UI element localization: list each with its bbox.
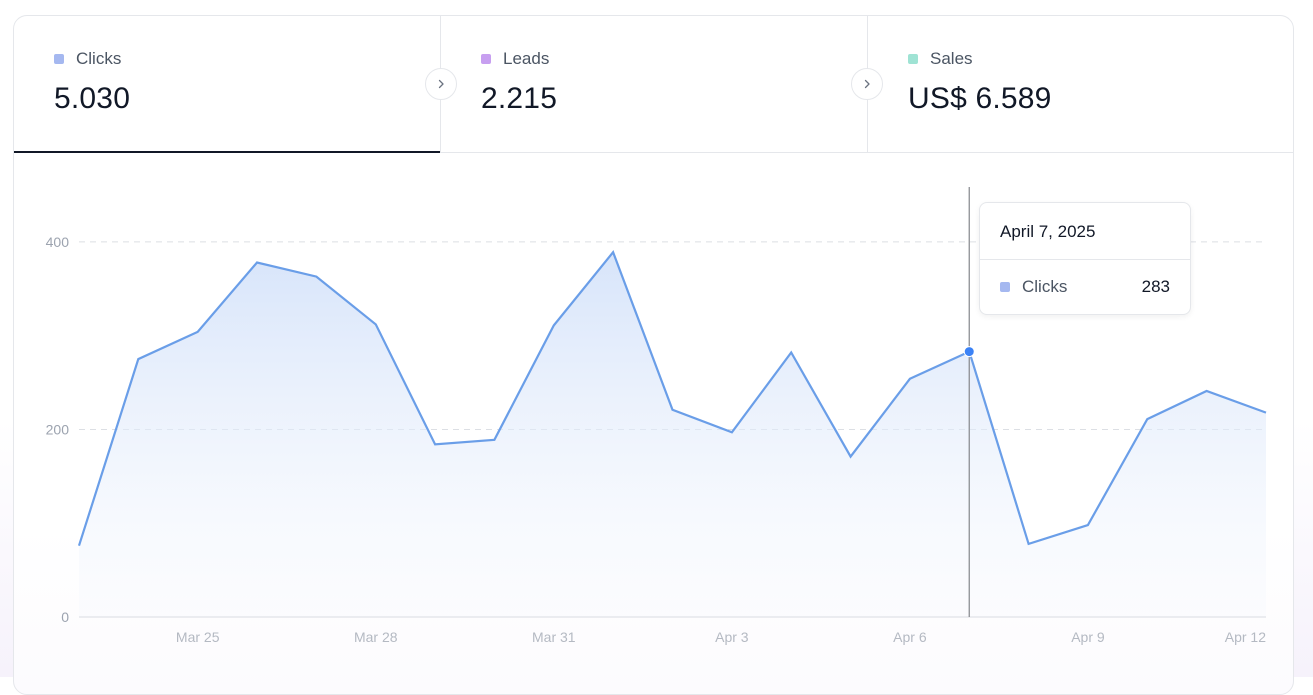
tab-clicks-value: 5.030: [54, 82, 131, 115]
tab-clicks[interactable]: Clicks 5.030: [14, 16, 441, 153]
metric-tabs: Clicks 5.030 Leads 2.215 Sales US$ 6.589: [14, 16, 1293, 153]
chevron-right-icon: [438, 79, 444, 89]
clicks-area-chart: 0 200 400 Mar 25 Mar 28 Mar 31 Apr 3 Apr 6 Apr 9…: [46, 187, 1267, 645]
tooltip-value: 283: [1141, 277, 1170, 296]
x-tick-label: Mar 28: [354, 629, 398, 645]
x-tick-label: Mar 25: [176, 629, 220, 645]
x-tick-label: Mar 31: [532, 629, 576, 645]
x-tick-label: Apr 9: [1071, 629, 1105, 645]
tab-sales-value: US$ 6.589: [908, 82, 1052, 115]
next-metric-button-1[interactable]: [425, 68, 457, 100]
tab-leads-label: Leads: [503, 49, 550, 68]
tab-leads-value: 2.215: [481, 82, 558, 115]
chart-tooltip: April 7, 2025 Clicks 283: [979, 202, 1191, 315]
clicks-swatch: [54, 54, 64, 64]
tooltip-date: April 7, 2025: [1000, 222, 1096, 241]
next-metric-button-2[interactable]: [851, 68, 883, 100]
leads-swatch: [481, 54, 491, 64]
sales-swatch: [908, 54, 918, 64]
x-tick-label: Apr 6: [893, 629, 927, 645]
hover-point: [963, 346, 975, 358]
tab-clicks-label: Clicks: [76, 49, 122, 68]
tab-leads[interactable]: Leads 2.215: [441, 16, 868, 152]
tooltip-series-name: Clicks: [1022, 277, 1068, 296]
x-tick-label: Apr 12: [1225, 629, 1266, 645]
tab-sales[interactable]: Sales US$ 6.589: [868, 16, 1293, 152]
series-line: [77, 250, 1267, 547]
y-tick-label: 200: [46, 421, 70, 437]
tab-sales-label: Sales: [930, 49, 973, 68]
tooltip-divider: [980, 259, 1190, 260]
y-tick-label: 400: [46, 234, 70, 250]
chevron-right-icon: [864, 79, 870, 89]
x-tick-label: Apr 3: [715, 629, 749, 645]
tooltip-series-swatch: [1000, 282, 1010, 292]
y-tick-label: 0: [61, 609, 69, 625]
